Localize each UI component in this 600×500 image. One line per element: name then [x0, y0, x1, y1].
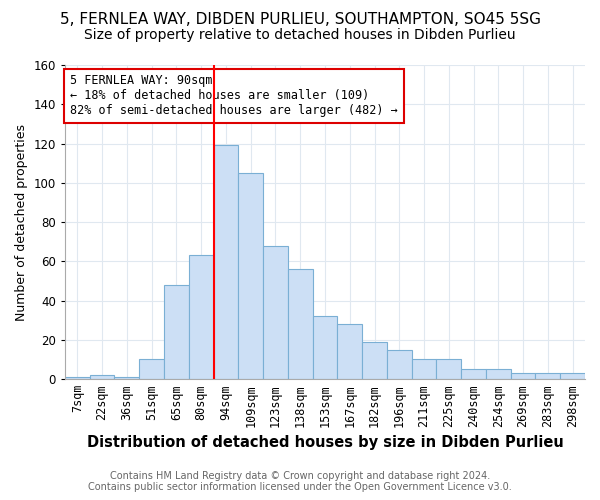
Bar [65, 377, 90, 379]
Bar [511, 373, 535, 379]
Bar [362, 342, 387, 379]
Bar [560, 373, 585, 379]
Text: Size of property relative to detached houses in Dibden Purlieu: Size of property relative to detached ho… [84, 28, 516, 42]
Bar [337, 324, 362, 379]
Bar [90, 375, 115, 379]
Text: 5 FERNLEA WAY: 90sqm
← 18% of detached houses are smaller (109)
82% of semi-deta: 5 FERNLEA WAY: 90sqm ← 18% of detached h… [70, 74, 398, 118]
Y-axis label: Number of detached properties: Number of detached properties [15, 124, 28, 320]
Text: 5, FERNLEA WAY, DIBDEN PURLIEU, SOUTHAMPTON, SO45 5SG: 5, FERNLEA WAY, DIBDEN PURLIEU, SOUTHAMP… [59, 12, 541, 28]
Bar [139, 360, 164, 379]
Bar [189, 256, 214, 379]
Bar [436, 360, 461, 379]
Bar [288, 269, 313, 379]
Bar [313, 316, 337, 379]
Bar [461, 369, 486, 379]
Bar [115, 377, 139, 379]
Bar [263, 246, 288, 379]
X-axis label: Distribution of detached houses by size in Dibden Purlieu: Distribution of detached houses by size … [86, 435, 563, 450]
Bar [214, 146, 238, 379]
Bar [387, 350, 412, 379]
Bar [164, 285, 189, 379]
Bar [412, 360, 436, 379]
Bar [535, 373, 560, 379]
Bar [238, 173, 263, 379]
Text: Contains HM Land Registry data © Crown copyright and database right 2024.
Contai: Contains HM Land Registry data © Crown c… [88, 471, 512, 492]
Bar [486, 369, 511, 379]
